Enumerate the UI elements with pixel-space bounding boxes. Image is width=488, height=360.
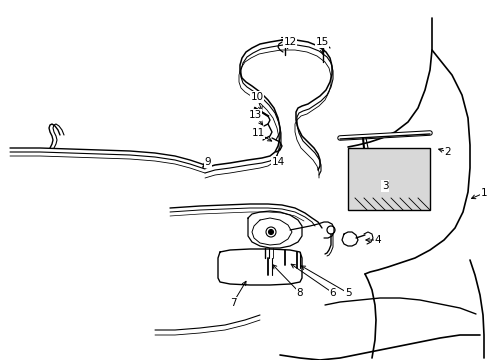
Text: 2: 2: [444, 147, 450, 157]
Text: 6: 6: [329, 288, 336, 298]
Text: 4: 4: [374, 235, 381, 245]
Text: 8: 8: [296, 288, 303, 298]
Text: 7: 7: [229, 298, 236, 308]
Text: 15: 15: [315, 37, 328, 47]
Text: 14: 14: [271, 157, 284, 167]
Text: 3: 3: [381, 181, 387, 191]
Text: 13: 13: [248, 110, 261, 120]
Text: 12: 12: [283, 37, 296, 47]
Text: 9: 9: [204, 157, 211, 167]
Text: 5: 5: [344, 288, 350, 298]
Polygon shape: [347, 148, 429, 210]
Text: 10: 10: [250, 92, 263, 102]
Text: 1: 1: [480, 188, 487, 198]
Text: 11: 11: [251, 128, 264, 138]
Circle shape: [268, 230, 273, 234]
